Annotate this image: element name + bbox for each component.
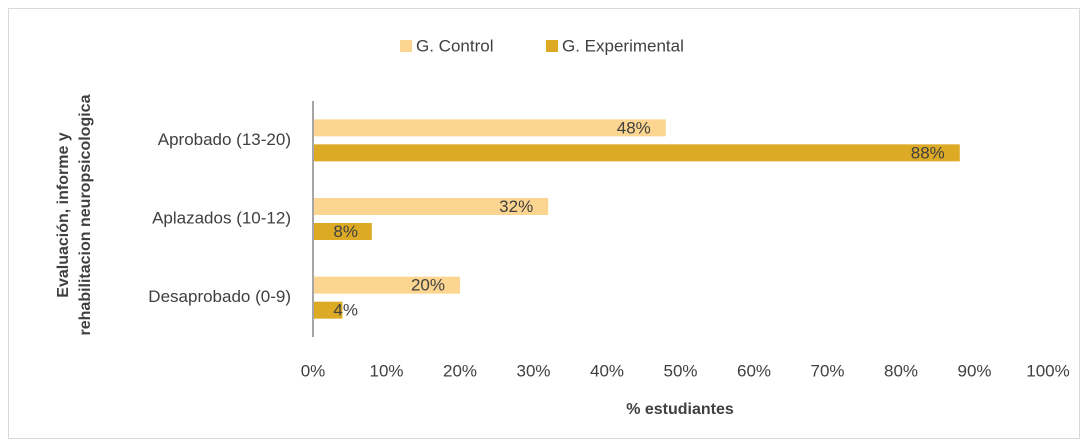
bar <box>313 301 343 319</box>
x-tick-label: 70% <box>810 361 844 380</box>
value-label: 32% <box>499 197 533 216</box>
x-tick-label: 90% <box>957 361 991 380</box>
value-label: 8% <box>333 222 358 241</box>
x-tick-label: 80% <box>884 361 918 380</box>
y-tick-label: Desaprobado (0-9) <box>148 287 291 306</box>
legend-swatch <box>400 40 412 52</box>
value-label: 20% <box>411 276 445 295</box>
chart-border <box>8 8 1080 439</box>
x-tick-label: 60% <box>737 361 771 380</box>
y-tick-label: Aplazados (10-12) <box>152 208 291 227</box>
bar <box>313 223 372 240</box>
y-axis-label-line: rehabilitacion neuropsicologica <box>77 94 94 335</box>
legend-label: G. Control <box>416 36 493 55</box>
x-tick-label: 40% <box>590 361 624 380</box>
y-axis-label: Evaluación, informe y rehabilitacion neu… <box>55 94 94 335</box>
bar <box>313 119 666 137</box>
bar <box>313 144 960 162</box>
x-tick-label: 0% <box>301 361 326 380</box>
y-tick-label: Aprobado (13-20) <box>158 130 291 149</box>
y-axis-label-line: Evaluación, informe y <box>55 132 72 297</box>
x-tick-label: 100% <box>1026 361 1069 380</box>
x-tick-label: 10% <box>369 361 403 380</box>
legend-swatch <box>546 40 558 52</box>
x-tick-label: 30% <box>516 361 550 380</box>
x-tick-label: 50% <box>663 361 697 380</box>
bar <box>313 198 549 215</box>
value-label: 88% <box>911 143 945 162</box>
x-axis-label: % estudiantes <box>626 401 734 418</box>
legend-label: G. Experimental <box>562 36 684 55</box>
value-label: 48% <box>617 118 651 137</box>
bar <box>313 276 460 294</box>
x-tick-label: 20% <box>443 361 477 380</box>
value-label: 4% <box>333 301 358 320</box>
